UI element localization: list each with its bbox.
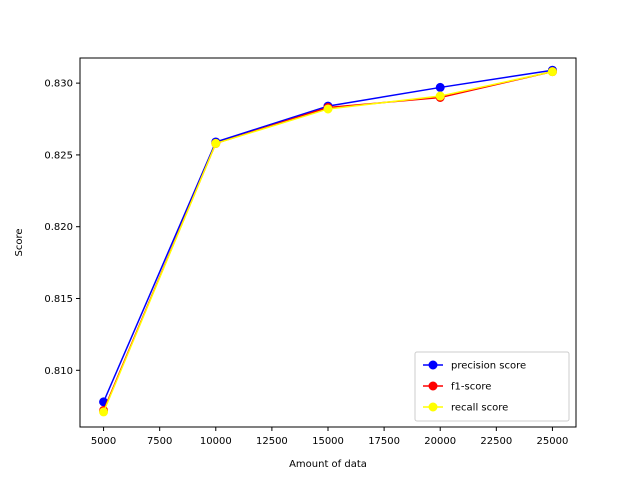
x-tick-label: 17500 xyxy=(368,436,400,447)
x-axis-label: Amount of data xyxy=(289,459,367,470)
x-tick-label: 20000 xyxy=(424,436,456,447)
y-tick-label: 0.830 xyxy=(44,79,73,90)
y-axis-label: Score xyxy=(14,228,25,256)
legend-entry: recall score xyxy=(423,402,508,414)
legend-marker xyxy=(428,402,438,412)
y-tick-label: 0.820 xyxy=(44,222,73,233)
y-tick-label: 0.810 xyxy=(44,366,73,377)
y-tick-label: 0.815 xyxy=(44,294,73,305)
x-tick-label: 15000 xyxy=(312,436,344,447)
x-tick-label: 25000 xyxy=(537,436,569,447)
legend-entry: precision score xyxy=(423,360,526,372)
x-tick-label: 5000 xyxy=(91,436,116,447)
legend: precision score f1-score recall score xyxy=(414,351,570,422)
data-point xyxy=(211,138,221,148)
data-point xyxy=(435,82,445,92)
legend-label: f1-score xyxy=(451,382,491,393)
legend-label: recall score xyxy=(451,403,508,414)
x-axis-ticks: 5000 7500 10000 12500 15000 17500 20000 22500 25… xyxy=(91,427,569,447)
x-tick-label: 22500 xyxy=(480,436,512,447)
data-point xyxy=(435,91,445,101)
legend-marker xyxy=(428,360,438,370)
x-tick-label: 12500 xyxy=(256,436,288,447)
legend-box xyxy=(414,351,570,422)
legend-label: precision score xyxy=(451,361,526,372)
data-point xyxy=(323,104,333,114)
legend-marker xyxy=(428,381,438,391)
plot-lines xyxy=(99,65,557,417)
legend-entry: f1-score xyxy=(423,381,491,393)
x-tick-label: 7500 xyxy=(147,436,172,447)
series-2 xyxy=(99,67,557,417)
x-tick-label: 10000 xyxy=(200,436,232,447)
data-point xyxy=(547,67,557,77)
y-axis-ticks: 0.810 0.815 0.820 0.825 0.830 xyxy=(44,79,80,377)
data-point xyxy=(99,407,109,417)
y-tick-label: 0.825 xyxy=(44,150,73,161)
